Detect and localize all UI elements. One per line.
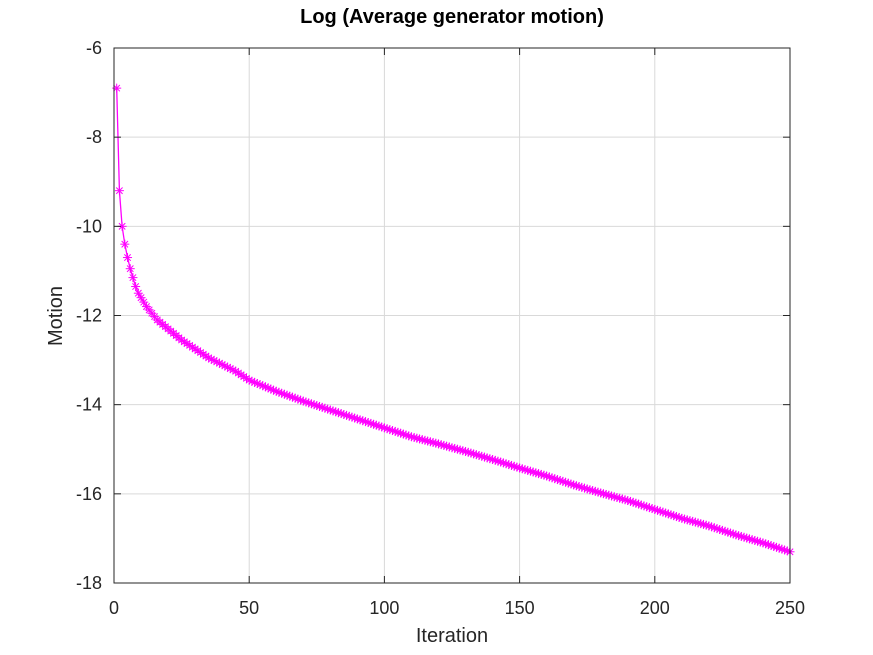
y-tick-label: -12 — [76, 306, 102, 326]
y-tick-label: -10 — [76, 216, 102, 236]
y-tick-label: -14 — [76, 395, 102, 415]
x-tick-label: 250 — [775, 598, 805, 618]
series-group — [112, 83, 795, 557]
data-point — [117, 221, 127, 231]
data-point — [125, 264, 135, 274]
data-point — [523, 465, 533, 475]
x-tick-label: 50 — [239, 598, 259, 618]
y-tick-label: -16 — [76, 484, 102, 504]
data-point — [571, 481, 581, 491]
data-point — [114, 186, 124, 196]
series-line — [116, 88, 791, 553]
x-tick-label: 200 — [640, 598, 670, 618]
x-tick-label: 0 — [109, 598, 119, 618]
y-axis-label: Motion — [45, 286, 67, 346]
y-tick-label: -18 — [76, 573, 102, 593]
x-axis-label: Iteration — [416, 625, 488, 647]
chart-title: Log (Average generator motion) — [300, 6, 604, 28]
data-point — [131, 282, 141, 292]
x-tick-label: 150 — [505, 598, 535, 618]
grid-lines — [114, 48, 790, 583]
y-tick-label: -6 — [86, 38, 102, 58]
x-tick-label: 100 — [369, 598, 399, 618]
axis-ticks: 0 50 100 150 200 250 -18 -16 -14 -12 -10 -8 -6 — [76, 38, 805, 618]
data-point — [128, 273, 138, 283]
data-point — [123, 253, 133, 263]
data-point — [139, 297, 149, 307]
y-tick-label: -8 — [86, 127, 102, 147]
data-point — [120, 239, 130, 249]
